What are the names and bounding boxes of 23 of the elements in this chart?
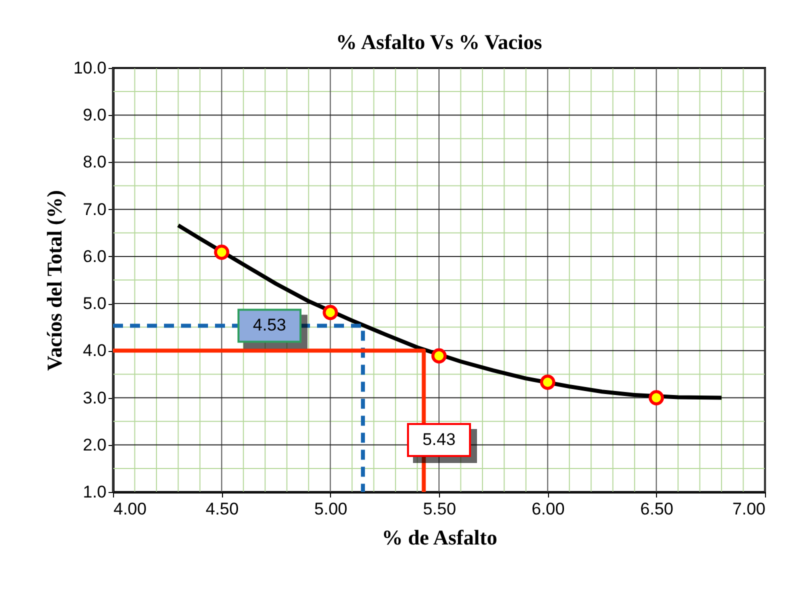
annotation: 4.53 xyxy=(252,316,286,335)
x-axis-title: % de Asfalto xyxy=(382,526,498,550)
y-tick-label: 1.0 xyxy=(82,482,106,502)
y-tick-label: 10.0 xyxy=(73,58,106,78)
y-tick-label: 8.0 xyxy=(82,152,106,172)
y-tick-label: 7.0 xyxy=(82,200,106,219)
x-tick-label: 5.50 xyxy=(422,500,456,518)
y-tick-label: 5.0 xyxy=(82,294,106,314)
y-tick-label: 6.0 xyxy=(82,246,106,266)
chart-title: % Asfalto Vs % Vacios xyxy=(336,30,542,54)
y-tick-label: 9.0 xyxy=(82,106,106,125)
x-tick-label: 5.00 xyxy=(314,500,348,518)
line-series xyxy=(176,223,724,400)
y-axis-title: Vacíos del Total (%) xyxy=(42,190,66,371)
y-tick-label: 2.0 xyxy=(82,435,106,454)
x-tick-label: 4.50 xyxy=(206,500,239,518)
x-tick-label: 6.00 xyxy=(532,500,565,518)
y-tick-label: 3.0 xyxy=(82,388,106,408)
x-tick-label: 7.00 xyxy=(732,500,766,518)
y-tick-label: 4.0 xyxy=(82,341,106,360)
annotation: 5.43 xyxy=(422,430,456,449)
x-tick-label: 4.00 xyxy=(114,500,147,518)
x-tick-label: 6.50 xyxy=(640,500,674,518)
